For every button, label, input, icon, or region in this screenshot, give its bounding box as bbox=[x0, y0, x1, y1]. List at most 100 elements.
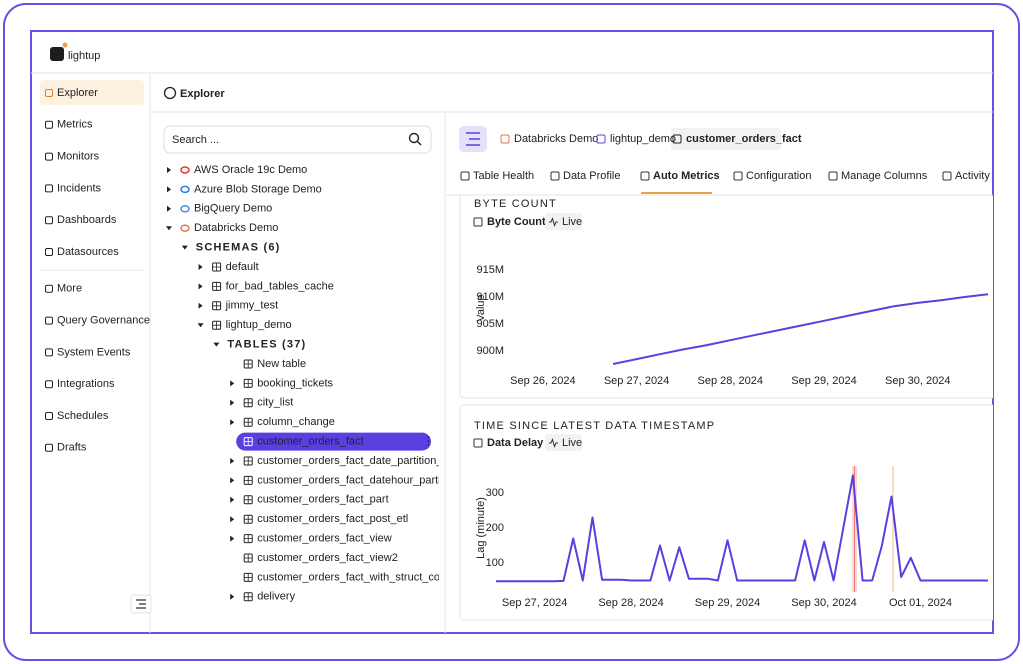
nav-item[interactable]: Drafts bbox=[57, 442, 87, 454]
chart-title: Byte Count bbox=[487, 216, 546, 228]
nav-item[interactable]: Dashboards bbox=[57, 214, 117, 226]
tab-icon bbox=[828, 171, 838, 181]
tree-node[interactable]: delivery bbox=[257, 591, 295, 603]
tree-node[interactable]: customer_orders_fact_view2 bbox=[257, 552, 398, 564]
chart-card bbox=[459, 404, 993, 621]
nav-item[interactable]: Datasources bbox=[57, 246, 119, 258]
tab[interactable]: Data Profile bbox=[563, 170, 620, 182]
expand-arrow bbox=[167, 186, 171, 193]
datasource-icon bbox=[180, 224, 190, 232]
nav-item[interactable]: Schedules bbox=[57, 410, 109, 422]
breadcrumb-current-bg bbox=[671, 128, 781, 150]
nav-item[interactable]: Explorer bbox=[57, 87, 98, 99]
tree-node[interactable]: customer_orders_fact_date_partition_paci… bbox=[257, 455, 488, 467]
tab-icon bbox=[460, 171, 470, 181]
nav-item[interactable]: Integrations bbox=[57, 378, 115, 390]
table-icon bbox=[244, 554, 253, 562]
table-icon bbox=[244, 457, 253, 465]
search-box[interactable] bbox=[163, 125, 432, 154]
y-tick-label: 100 bbox=[486, 557, 504, 569]
x-tick-label: Oct 01, 2024 bbox=[889, 597, 952, 609]
expand-arrow bbox=[198, 302, 203, 309]
tree-node[interactable]: jimmy_test bbox=[225, 300, 279, 312]
tab[interactable]: Table Health bbox=[473, 170, 534, 182]
expand-arrow bbox=[230, 516, 235, 523]
expand-arrow bbox=[167, 167, 171, 173]
y-tick-label: 905M bbox=[476, 318, 504, 330]
expand-arrow bbox=[230, 438, 235, 445]
schema-icon bbox=[212, 263, 221, 271]
tree-node[interactable]: customer_orders_fact_view bbox=[257, 533, 392, 545]
tree-node[interactable]: city_list bbox=[257, 397, 293, 409]
expand-arrow bbox=[213, 342, 220, 347]
tree-node[interactable]: customer_orders_fact bbox=[257, 436, 363, 448]
nav-icon bbox=[45, 120, 53, 129]
expand-arrow bbox=[230, 380, 235, 387]
nav-item[interactable]: More bbox=[57, 283, 82, 295]
tree-node[interactable]: Azure Blob Storage Demo bbox=[194, 183, 322, 195]
tree-node[interactable]: lightup_demo bbox=[226, 319, 292, 331]
tree-node[interactable]: customer_orders_fact_post_etl bbox=[257, 513, 408, 525]
tree-node[interactable]: default bbox=[226, 261, 259, 273]
expand-arrow bbox=[197, 323, 204, 328]
datasource-icon bbox=[180, 166, 190, 174]
page-title: Explorer bbox=[180, 88, 225, 100]
expand-arrow bbox=[230, 419, 235, 426]
nav-icon bbox=[45, 184, 53, 193]
tab[interactable]: Configuration bbox=[746, 170, 811, 182]
tree-node[interactable]: BigQuery Demo bbox=[194, 203, 272, 215]
nav-item[interactable]: Monitors bbox=[57, 151, 100, 163]
x-tick-label: Sep 28, 2024 bbox=[698, 375, 763, 387]
tab[interactable]: Auto Metrics bbox=[653, 170, 720, 182]
tab-icon bbox=[942, 171, 952, 181]
nav-icon bbox=[45, 412, 53, 420]
tree-node[interactable]: Databricks Demo bbox=[194, 222, 278, 234]
tree-group: TABLES (37) bbox=[227, 339, 306, 351]
y-axis-label: Lag (minute) bbox=[475, 497, 487, 559]
tab[interactable]: Activity bbox=[955, 170, 990, 182]
table-icon bbox=[244, 515, 253, 524]
nav-item[interactable]: Incidents bbox=[57, 182, 102, 194]
table-icon bbox=[244, 437, 253, 446]
table-icon bbox=[244, 418, 253, 427]
tree-node[interactable]: booking_tickets bbox=[257, 377, 333, 389]
tree-node[interactable]: customer_orders_fact_with_struct_col bbox=[257, 571, 442, 583]
expand-arrow bbox=[166, 226, 172, 231]
chart-section: TIME SINCE LATEST DATA TIMESTAMP bbox=[474, 420, 715, 432]
x-tick-label: Sep 27, 2024 bbox=[604, 375, 669, 387]
nav-item[interactable]: Query Governance bbox=[57, 315, 150, 327]
breadcrumb-icon bbox=[672, 134, 682, 144]
tree-node[interactable]: customer_orders_fact_part bbox=[257, 494, 388, 506]
search-placeholder: Search ... bbox=[172, 134, 219, 146]
x-tick-label: Sep 28, 2024 bbox=[598, 597, 663, 609]
breadcrumb-item[interactable]: lightup_demo bbox=[610, 133, 676, 145]
x-tick-label: Sep 26, 2024 bbox=[510, 375, 575, 387]
table-icon bbox=[244, 592, 253, 601]
search-icon bbox=[417, 141, 422, 146]
tree-node[interactable]: for_bad_tables_cache bbox=[226, 280, 334, 292]
chart-title-icon bbox=[473, 438, 483, 448]
chart-section: BYTE COUNT bbox=[474, 198, 557, 210]
nav-item[interactable]: System Events bbox=[57, 346, 131, 358]
tree-node[interactable]: New table bbox=[257, 358, 306, 370]
expand-arrow bbox=[230, 496, 235, 503]
collapse-icon bbox=[136, 599, 146, 609]
chart: BYTE COUNT Byte Count Live Value 900M 905M 910… bbox=[473, 198, 989, 387]
expand-arrow bbox=[167, 205, 171, 212]
nav-icon bbox=[45, 216, 53, 225]
expand-arrow bbox=[230, 477, 235, 484]
tree-node[interactable]: column_change bbox=[257, 416, 335, 428]
tree-node[interactable]: customer_orders_fact_datehour_partition_… bbox=[257, 474, 490, 486]
nav-icon bbox=[45, 89, 53, 97]
expand-arrow bbox=[230, 399, 235, 406]
tree-group: SCHEMAS (6) bbox=[196, 242, 281, 254]
table-icon bbox=[244, 495, 253, 504]
active-nav-bg bbox=[40, 80, 144, 105]
breadcrumb-item[interactable]: customer_orders_fact bbox=[686, 133, 802, 145]
tree-node[interactable]: AWS Oracle 19c Demo bbox=[194, 164, 307, 176]
expand-arrow bbox=[181, 245, 188, 250]
nav-item[interactable]: Metrics bbox=[57, 119, 93, 131]
breadcrumb-item[interactable]: Databricks Demo bbox=[514, 133, 598, 145]
tab[interactable]: Manage Columns bbox=[841, 170, 928, 182]
